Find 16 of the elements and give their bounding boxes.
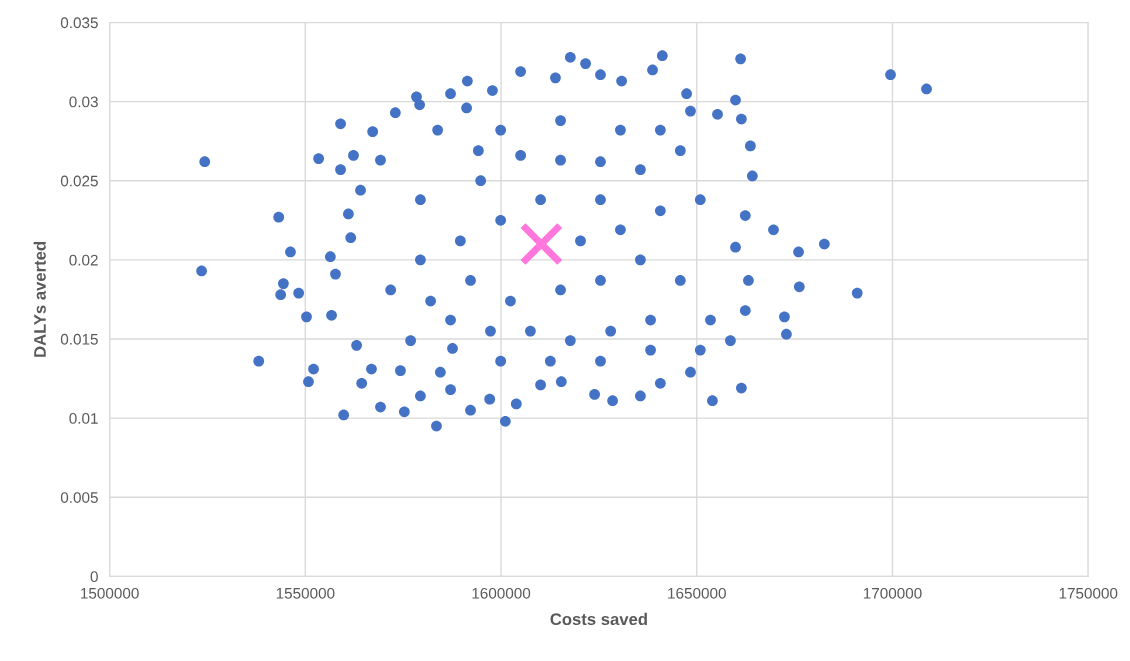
x-tick-label: 1500000 bbox=[81, 587, 139, 599]
x-axis-title: Costs saved bbox=[550, 612, 647, 626]
y-tick-label: 0.025 bbox=[60, 175, 98, 187]
x-tick-label: 1750000 bbox=[1059, 587, 1118, 599]
x-tick-label: 1600000 bbox=[472, 587, 531, 599]
x-tick-label: 1650000 bbox=[668, 587, 726, 599]
y-axis-title: DALYs averted bbox=[33, 242, 46, 357]
y-tick-label: 0.005 bbox=[60, 492, 98, 503]
y-tick-label: 0 bbox=[90, 571, 98, 583]
y-tick-label: 0.03 bbox=[69, 96, 98, 108]
y-tick-label: 0.015 bbox=[60, 333, 98, 345]
x-tick-label: 1550000 bbox=[276, 587, 335, 599]
y-tick-label: 0.035 bbox=[60, 17, 98, 29]
y-tick-label: 0.01 bbox=[69, 413, 98, 424]
x-tick-label: 1700000 bbox=[863, 587, 922, 599]
y-tick-label: 0.02 bbox=[69, 254, 98, 266]
